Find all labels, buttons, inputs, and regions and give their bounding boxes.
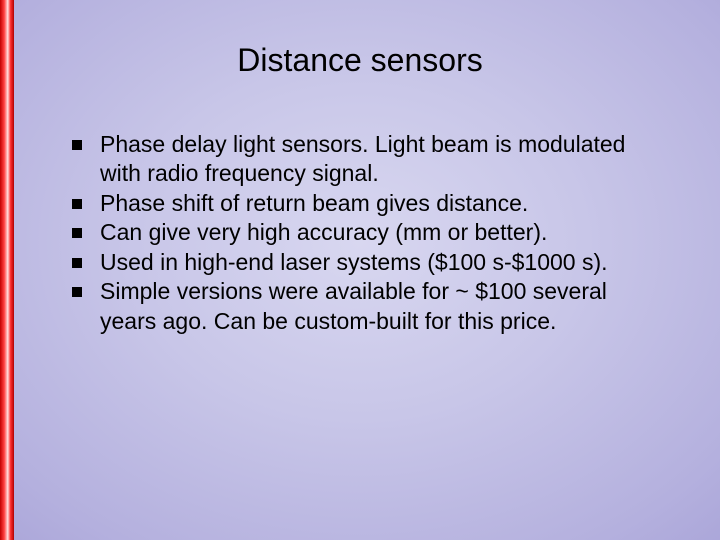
bullet-item: Phase shift of return beam gives distanc… (68, 189, 668, 218)
bullet-item: Phase delay light sensors. Light beam is… (68, 130, 668, 189)
slide-title: Distance sensors (0, 42, 720, 79)
bullet-item: Can give very high accuracy (mm or bette… (68, 218, 668, 247)
bullet-list: Phase delay light sensors. Light beam is… (68, 130, 668, 336)
red-accent-bar (0, 0, 14, 540)
bullet-item: Simple versions were available for ~ $10… (68, 277, 668, 336)
slide-content: Phase delay light sensors. Light beam is… (68, 130, 668, 336)
bullet-item: Used in high-end laser systems ($100 s-$… (68, 248, 668, 277)
slide: Distance sensors Phase delay light senso… (0, 0, 720, 540)
